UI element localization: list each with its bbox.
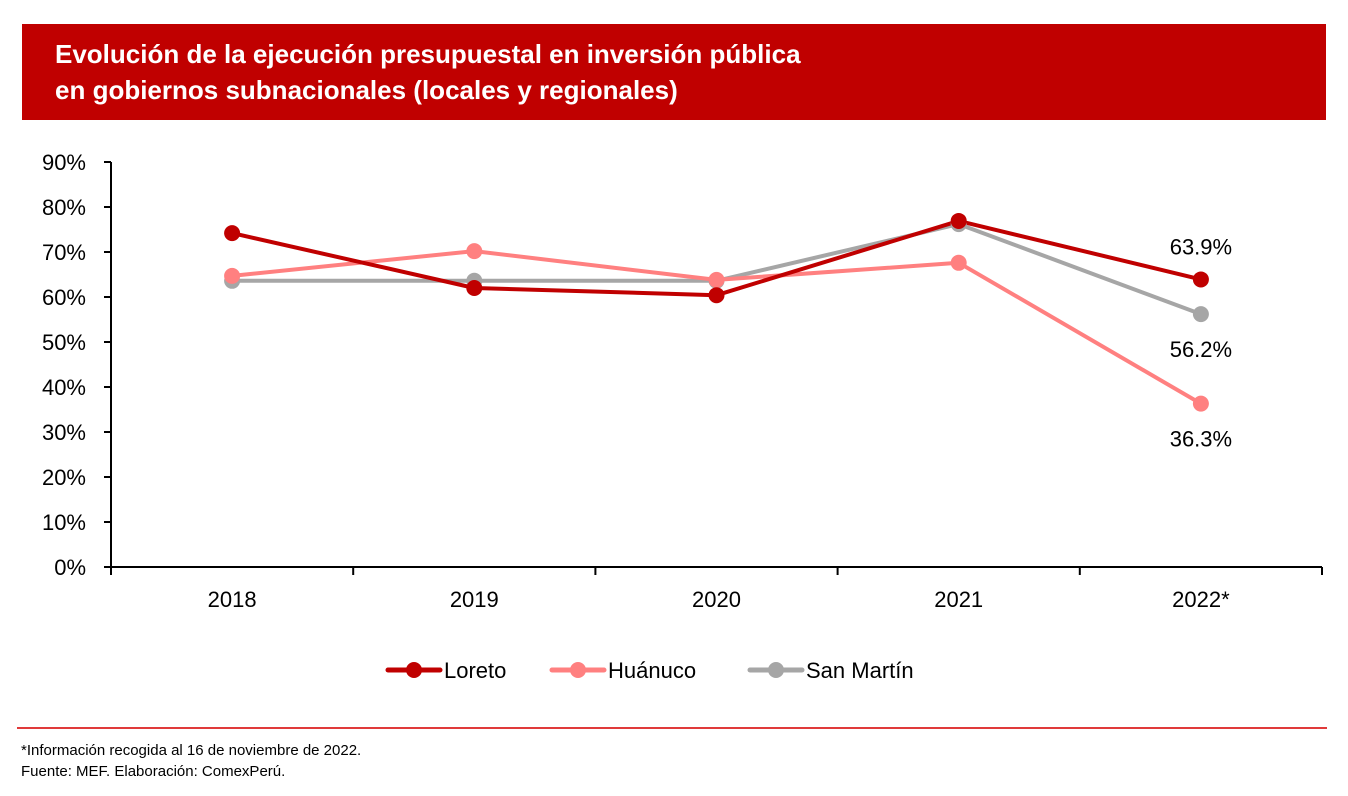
footer-divider (17, 727, 1327, 729)
data-point-loreto (950, 212, 967, 229)
data-point-loreto (1192, 271, 1209, 288)
data-point-huanuco (224, 267, 241, 284)
chart-title-line-1: Evolución de la ejecución presupuestal e… (55, 39, 801, 69)
data-point-huanuco (708, 271, 725, 288)
data-label: 63.9% (1170, 234, 1232, 259)
data-labels: 63.9% 56.2% 36.3% (1170, 234, 1232, 451)
chart-title-line-2: en gobiernos subnacionales (locales y re… (55, 75, 678, 105)
legend-label: Loreto (444, 658, 506, 683)
data-point-loreto (708, 287, 725, 304)
y-tick-label: 90% (42, 150, 86, 175)
legend: Loreto Huánuco San Martín (385, 658, 914, 683)
legend-label: Huánuco (608, 658, 696, 683)
legend-marker-1 (570, 662, 586, 678)
y-tick-label: 20% (42, 465, 86, 490)
y-tick-label: 10% (42, 510, 86, 535)
x-tick-label: 2018 (208, 587, 257, 612)
data-point-huanuco (1192, 395, 1209, 412)
data-label: 56.2% (1170, 337, 1232, 362)
y-tick-label: 70% (42, 240, 86, 265)
series-lines (231, 218, 1202, 406)
line-chart: 0% 10% 20% 30% 40% 50% 60% 70% 80% 90% 2018 2019 202… (42, 150, 1323, 683)
data-point-huanuco (950, 254, 967, 271)
y-tick-label: 30% (42, 420, 86, 445)
x-tick-label: 2020 (692, 587, 741, 612)
legend-marker-2 (768, 662, 784, 678)
data-point-loreto (224, 225, 241, 242)
data-point-huanuco (466, 243, 483, 260)
y-tick-label: 60% (42, 285, 86, 310)
data-label: 36.3% (1170, 427, 1232, 452)
x-tick-label: 2021 (934, 587, 983, 612)
y-tick-label: 80% (42, 195, 86, 220)
data-point-loreto (466, 280, 483, 296)
source-note: Fuente: MEF. Elaboración: ComexPerú. (21, 763, 286, 780)
x-tick-label: 2022* (1172, 587, 1230, 612)
legend-label: San Martín (806, 658, 914, 683)
y-tick-label: 50% (42, 330, 86, 355)
chart-title-banner: Evolución de la ejecución presupuestal e… (22, 24, 1326, 120)
data-point-san-martin (1192, 306, 1209, 323)
footnote: *Información recogida al 16 de noviembre… (21, 742, 362, 759)
axes: 0% 10% 20% 30% 40% 50% 60% 70% 80% 90% 2018 2019 202… (42, 150, 1323, 612)
series-points (224, 212, 1209, 412)
legend-marker-0 (406, 662, 422, 678)
y-tick-label: 40% (42, 375, 86, 400)
x-tick-label: 2019 (450, 587, 499, 612)
y-tick-label: 0% (54, 555, 86, 580)
